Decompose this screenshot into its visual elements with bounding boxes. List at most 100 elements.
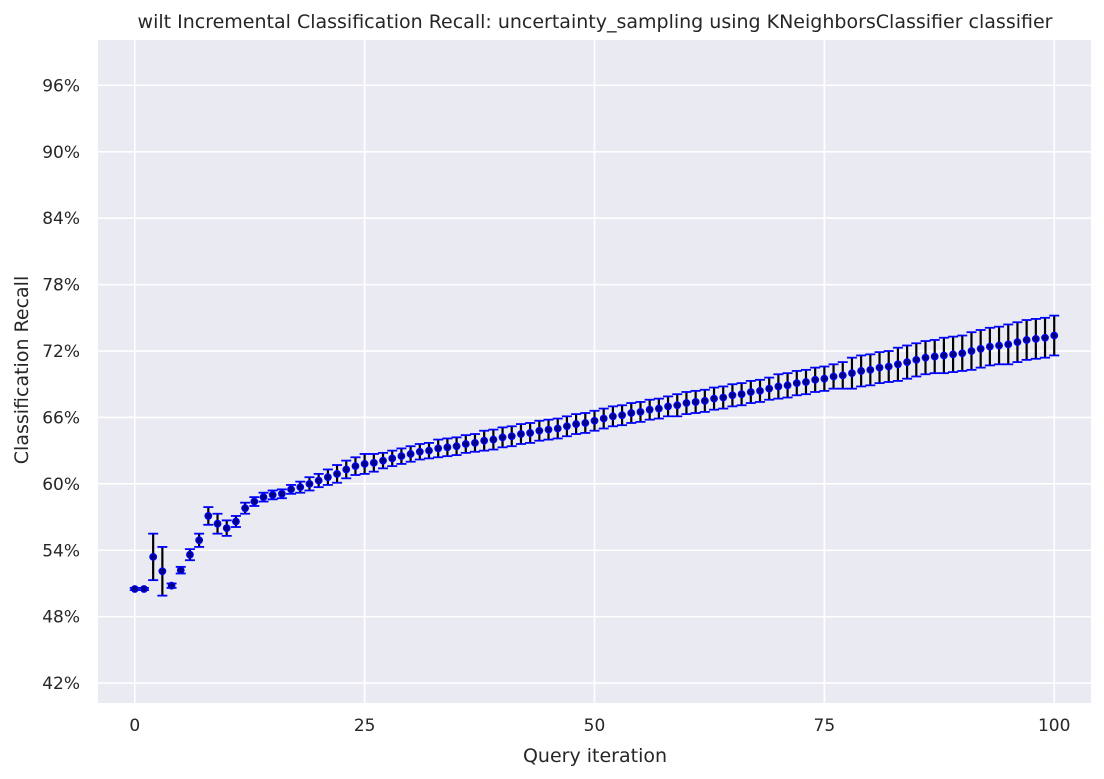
x-axis-title: Query iteration bbox=[523, 745, 667, 767]
data-point bbox=[204, 512, 213, 520]
data-point bbox=[1031, 334, 1040, 343]
data-point bbox=[323, 473, 332, 482]
data-point bbox=[443, 443, 452, 452]
data-point bbox=[544, 425, 553, 434]
x-tick-label: 25 bbox=[354, 716, 376, 736]
y-axis-title: Classification Recall bbox=[11, 276, 33, 464]
data-point bbox=[664, 402, 672, 411]
data-point bbox=[921, 353, 930, 362]
data-point bbox=[517, 430, 525, 438]
data-point bbox=[866, 365, 875, 374]
data-point bbox=[746, 388, 755, 396]
data-point bbox=[939, 351, 948, 360]
data-point bbox=[452, 442, 461, 451]
data-point bbox=[1022, 336, 1031, 344]
data-point bbox=[967, 347, 976, 355]
y-tick-label: 78% bbox=[42, 276, 80, 296]
data-point bbox=[572, 420, 581, 428]
data-point bbox=[636, 407, 645, 416]
data-point bbox=[461, 440, 470, 448]
data-point bbox=[342, 465, 351, 474]
data-point bbox=[195, 536, 204, 545]
data-point bbox=[360, 460, 369, 468]
y-tick-label: 96% bbox=[42, 76, 80, 96]
y-tick-label: 84% bbox=[42, 209, 80, 229]
data-point bbox=[158, 567, 167, 576]
x-tick-label: 75 bbox=[814, 716, 836, 736]
data-point bbox=[268, 491, 277, 499]
data-point bbox=[480, 436, 489, 445]
data-point bbox=[654, 404, 663, 413]
data-point bbox=[314, 476, 323, 485]
data-point bbox=[351, 462, 360, 471]
data-point bbox=[581, 419, 590, 427]
data-point bbox=[333, 469, 341, 478]
data-point bbox=[894, 360, 902, 369]
data-point bbox=[627, 409, 636, 417]
data-point bbox=[673, 401, 682, 410]
data-point bbox=[241, 504, 250, 513]
data-point bbox=[608, 412, 617, 421]
data-point bbox=[802, 378, 810, 386]
data-point bbox=[277, 489, 286, 498]
data-point bbox=[875, 363, 884, 372]
y-tick-label: 42% bbox=[42, 674, 80, 694]
data-point bbox=[213, 519, 222, 528]
data-point bbox=[985, 342, 994, 351]
data-point bbox=[976, 344, 985, 353]
data-point bbox=[838, 371, 847, 380]
data-point bbox=[958, 349, 967, 358]
y-tick-label: 54% bbox=[42, 541, 80, 561]
data-point bbox=[259, 493, 268, 502]
chart-title: wilt Incremental Classification Recall: … bbox=[138, 11, 1053, 33]
data-point bbox=[526, 429, 535, 437]
data-point bbox=[765, 384, 774, 393]
data-point bbox=[397, 452, 406, 461]
data-point bbox=[167, 581, 176, 590]
data-point bbox=[535, 426, 544, 435]
data-point bbox=[553, 424, 562, 433]
data-point bbox=[903, 358, 912, 366]
data-point bbox=[1013, 338, 1022, 347]
data-point bbox=[176, 566, 185, 575]
data-point bbox=[471, 438, 479, 447]
y-tick-label: 60% bbox=[42, 475, 80, 495]
data-point bbox=[563, 422, 571, 431]
data-point bbox=[489, 435, 498, 444]
data-point bbox=[811, 375, 820, 384]
data-point bbox=[719, 393, 728, 402]
data-point bbox=[140, 585, 148, 593]
data-point bbox=[250, 497, 259, 506]
data-point bbox=[305, 479, 314, 488]
data-point bbox=[1050, 331, 1059, 340]
data-points bbox=[130, 331, 1059, 593]
data-point bbox=[645, 405, 654, 414]
data-point bbox=[599, 414, 608, 423]
data-point bbox=[415, 447, 424, 456]
data-point bbox=[379, 456, 387, 465]
data-point bbox=[296, 483, 305, 492]
data-point bbox=[222, 524, 231, 533]
data-point bbox=[186, 550, 194, 559]
x-tick-label: 0 bbox=[129, 716, 140, 736]
data-point bbox=[691, 398, 700, 406]
data-point bbox=[232, 517, 240, 526]
data-point bbox=[590, 416, 599, 425]
data-point bbox=[995, 341, 1003, 350]
data-point bbox=[756, 386, 764, 395]
data-point bbox=[857, 367, 866, 375]
data-point bbox=[949, 350, 957, 359]
data-point bbox=[848, 369, 856, 378]
data-point bbox=[618, 411, 626, 420]
data-point bbox=[149, 552, 158, 561]
data-point bbox=[912, 355, 921, 364]
data-point bbox=[884, 362, 893, 371]
data-point bbox=[434, 444, 443, 453]
data-point bbox=[930, 352, 939, 361]
data-point bbox=[406, 450, 415, 458]
data-point bbox=[792, 379, 801, 388]
y-tick-labels: 42% 48% 54% 60% 66% 72% 78% 84% 90% 96% bbox=[42, 76, 80, 694]
data-point bbox=[710, 394, 718, 403]
